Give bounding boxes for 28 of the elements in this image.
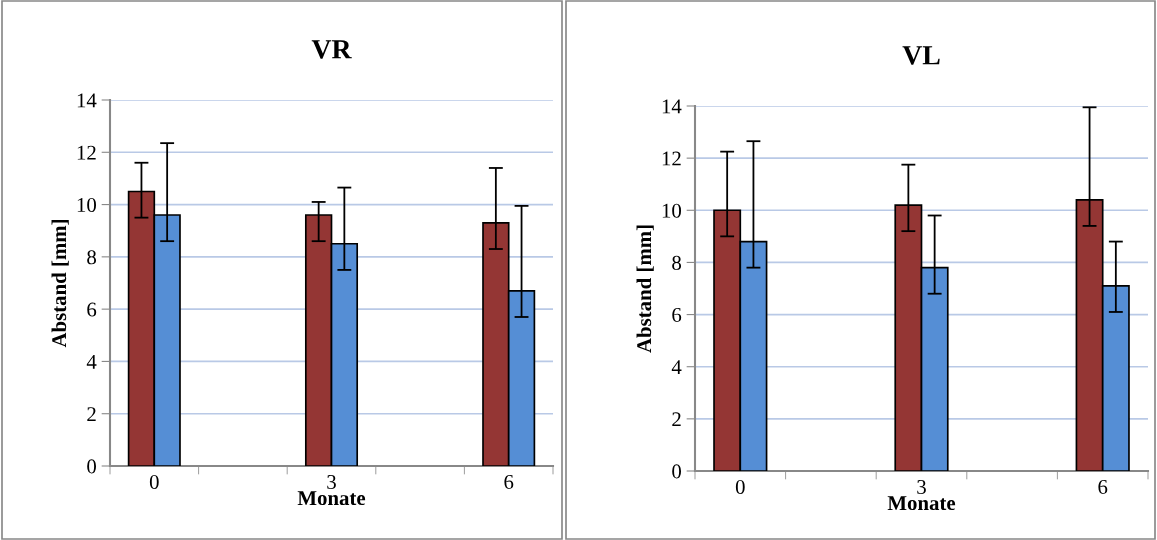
- y-axis-title: Abstand [mm]: [636, 225, 654, 353]
- y-tick-label: 6: [672, 308, 682, 322]
- y-tick-label: 2: [672, 412, 681, 427]
- x-axis-title: Monate: [297, 491, 366, 506]
- x-tick-label: 0: [735, 479, 745, 494]
- y-tick-label: 14: [77, 93, 97, 108]
- x-tick-label: 3: [917, 479, 926, 494]
- x-axis-title: Monate: [887, 496, 956, 511]
- y-tick-label: 4: [86, 354, 97, 369]
- y-tick-label: 0: [87, 459, 97, 474]
- y-tick-label: 12: [77, 145, 96, 160]
- y-tick-label: 8: [672, 255, 682, 270]
- x-tick-label: 6: [504, 474, 514, 489]
- y-tick-label: 12: [662, 151, 681, 166]
- y-tick-label: 2: [87, 407, 96, 421]
- y-tick-label: 6: [87, 302, 97, 317]
- y-tick-label: 0: [672, 464, 682, 479]
- x-tick-label: 3: [327, 474, 336, 489]
- y-tick-label: 10: [662, 203, 682, 218]
- y-tick-label: 10: [77, 197, 97, 212]
- y-axis-title: Abstand [mm]: [51, 220, 69, 348]
- chart-title: VL: [902, 46, 940, 65]
- x-tick-label: 6: [1098, 479, 1108, 494]
- x-tick-label: 0: [149, 474, 159, 489]
- y-tick-label: 4: [671, 360, 682, 374]
- y-tick-label: 8: [87, 250, 97, 265]
- chart-title: VR: [311, 40, 352, 59]
- y-tick-label: 14: [662, 99, 682, 114]
